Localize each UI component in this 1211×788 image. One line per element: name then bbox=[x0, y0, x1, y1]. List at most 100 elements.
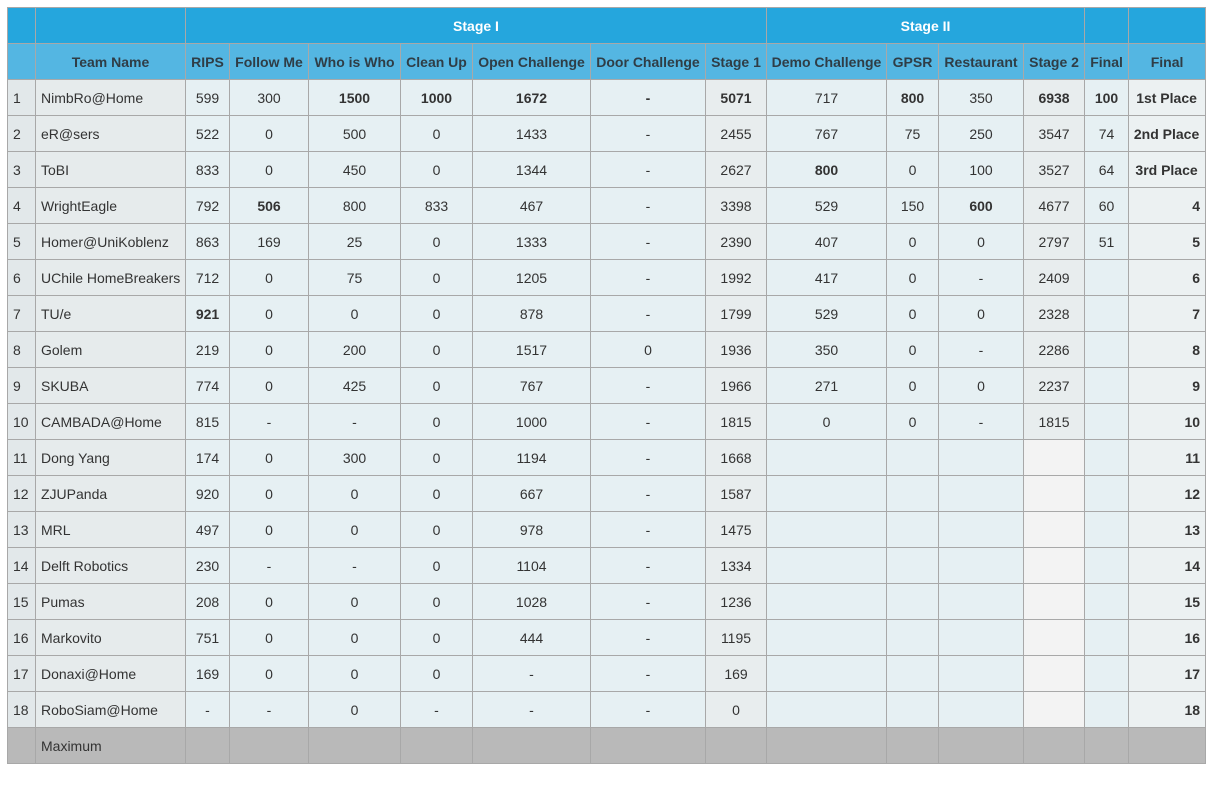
cell-who: 0 bbox=[308, 295, 401, 332]
cell-demo bbox=[766, 547, 887, 584]
cell-follow: 0 bbox=[229, 619, 309, 656]
max-rank-cell bbox=[7, 727, 36, 764]
cell-gpsr: 75 bbox=[886, 115, 939, 152]
col-header: Team Name bbox=[35, 43, 186, 80]
cell-final bbox=[1084, 259, 1130, 296]
cell-s2: 2328 bbox=[1022, 295, 1086, 332]
final-header-blank bbox=[1084, 7, 1130, 44]
cell-final bbox=[1084, 403, 1130, 440]
cell-demo bbox=[766, 619, 887, 656]
cell-rest bbox=[938, 547, 1024, 584]
cell-door: - bbox=[590, 511, 706, 548]
cell-rips: 751 bbox=[185, 619, 230, 656]
table-row: 8 Golem 219 0 200 0 1517 0 1936 350 0-2286 8 bbox=[7, 331, 1207, 368]
cell-who: 800 bbox=[308, 187, 401, 224]
cell-s1: 1195 bbox=[705, 619, 767, 656]
cell-place: 17 bbox=[1128, 655, 1207, 692]
cell-rips: 815 bbox=[185, 403, 230, 440]
cell-s1: 1587 bbox=[705, 475, 767, 512]
cell-who: 0 bbox=[308, 511, 401, 548]
cell-s2 bbox=[1022, 475, 1086, 512]
cell-s2: 1815 bbox=[1022, 403, 1086, 440]
cell-open: 878 bbox=[472, 295, 591, 332]
max-cell bbox=[229, 727, 309, 764]
cell-place: 15 bbox=[1128, 583, 1207, 620]
cell-place: 2nd Place bbox=[1128, 115, 1207, 152]
cell-gpsr: 800 bbox=[886, 79, 939, 116]
max-cell bbox=[400, 727, 473, 764]
cell-clean: 833 bbox=[400, 187, 473, 224]
cell-gpsr: 0 bbox=[886, 331, 939, 368]
cell-rank: 2 bbox=[7, 115, 36, 152]
col-header: Stage 2 bbox=[1022, 43, 1086, 80]
maximum-row: Maximum bbox=[7, 727, 1207, 764]
cell-open: 1000 bbox=[472, 403, 591, 440]
cell-clean: 0 bbox=[400, 295, 473, 332]
cell-open: 1194 bbox=[472, 439, 591, 476]
cell-rips: 712 bbox=[185, 259, 230, 296]
cell-final: 74 bbox=[1084, 115, 1130, 152]
cell-s2: 4677 bbox=[1022, 187, 1086, 224]
max-cell bbox=[1084, 727, 1130, 764]
cell-rest: 100 bbox=[938, 151, 1024, 188]
cell-follow: 0 bbox=[229, 151, 309, 188]
cell-who: 75 bbox=[308, 259, 401, 296]
cell-rank: 7 bbox=[7, 295, 36, 332]
cell-clean: 0 bbox=[400, 403, 473, 440]
cell-rank: 5 bbox=[7, 223, 36, 260]
cell-open: 1433 bbox=[472, 115, 591, 152]
table-row: 6 UChile HomeBreakers 712 0 75 0 1205-1992 417 0… bbox=[7, 259, 1207, 296]
cell-s1: 2627 bbox=[705, 151, 767, 188]
cell-rank: 6 bbox=[7, 259, 36, 296]
cell-door: - bbox=[590, 295, 706, 332]
cell-final bbox=[1084, 511, 1130, 548]
cell-door: - bbox=[590, 619, 706, 656]
cell-clean: 0 bbox=[400, 223, 473, 260]
cell-who: 500 bbox=[308, 115, 401, 152]
cell-door: - bbox=[590, 655, 706, 692]
cell-rest: 600 bbox=[938, 187, 1024, 224]
cell-gpsr: 0 bbox=[886, 367, 939, 404]
cell-team: Pumas bbox=[35, 583, 186, 620]
team-header-blank bbox=[35, 7, 186, 44]
cell-clean: - bbox=[400, 691, 473, 728]
cell-team: ZJUPanda bbox=[35, 475, 186, 512]
cell-demo: 767 bbox=[766, 115, 887, 152]
cell-follow: - bbox=[229, 691, 309, 728]
cell-demo: 271 bbox=[766, 367, 887, 404]
table-row: 7 TU/e 921 0 0 0 878-1799 529 0 0 2328 7 bbox=[7, 295, 1207, 332]
cell-s2 bbox=[1022, 547, 1086, 584]
cell-rips: 833 bbox=[185, 151, 230, 188]
col-header: Open Challenge bbox=[472, 43, 591, 80]
cell-rest bbox=[938, 475, 1024, 512]
cell-s2 bbox=[1022, 619, 1086, 656]
cell-follow: 0 bbox=[229, 511, 309, 548]
col-header: RIPS bbox=[185, 43, 230, 80]
cell-gpsr bbox=[886, 619, 939, 656]
cell-s1: 3398 bbox=[705, 187, 767, 224]
cell-s1: 1475 bbox=[705, 511, 767, 548]
cell-gpsr bbox=[886, 439, 939, 476]
table-row: 18 RoboSiam@Home - -0- - -0 18 bbox=[7, 691, 1207, 728]
cell-follow: 0 bbox=[229, 331, 309, 368]
max-cell bbox=[590, 727, 706, 764]
cell-team: ToBI bbox=[35, 151, 186, 188]
cell-gpsr: 0 bbox=[886, 223, 939, 260]
cell-rest: 0 bbox=[938, 367, 1024, 404]
cell-door: - bbox=[590, 367, 706, 404]
cell-follow: 0 bbox=[229, 583, 309, 620]
cell-who: 200 bbox=[308, 331, 401, 368]
cell-place: 11 bbox=[1128, 439, 1207, 476]
cell-who: 25 bbox=[308, 223, 401, 260]
cell-place: 16 bbox=[1128, 619, 1207, 656]
table-row: 13 MRL 497 0 0 0 978-1475 13 bbox=[7, 511, 1207, 548]
cell-demo bbox=[766, 511, 887, 548]
cell-follow: 0 bbox=[229, 295, 309, 332]
cell-final: 60 bbox=[1084, 187, 1130, 224]
col-header: Follow Me bbox=[229, 43, 309, 80]
cell-gpsr: 0 bbox=[886, 295, 939, 332]
cell-door: - bbox=[590, 187, 706, 224]
cell-clean: 0 bbox=[400, 583, 473, 620]
cell-s2: 2409 bbox=[1022, 259, 1086, 296]
cell-follow: 300 bbox=[229, 79, 309, 116]
